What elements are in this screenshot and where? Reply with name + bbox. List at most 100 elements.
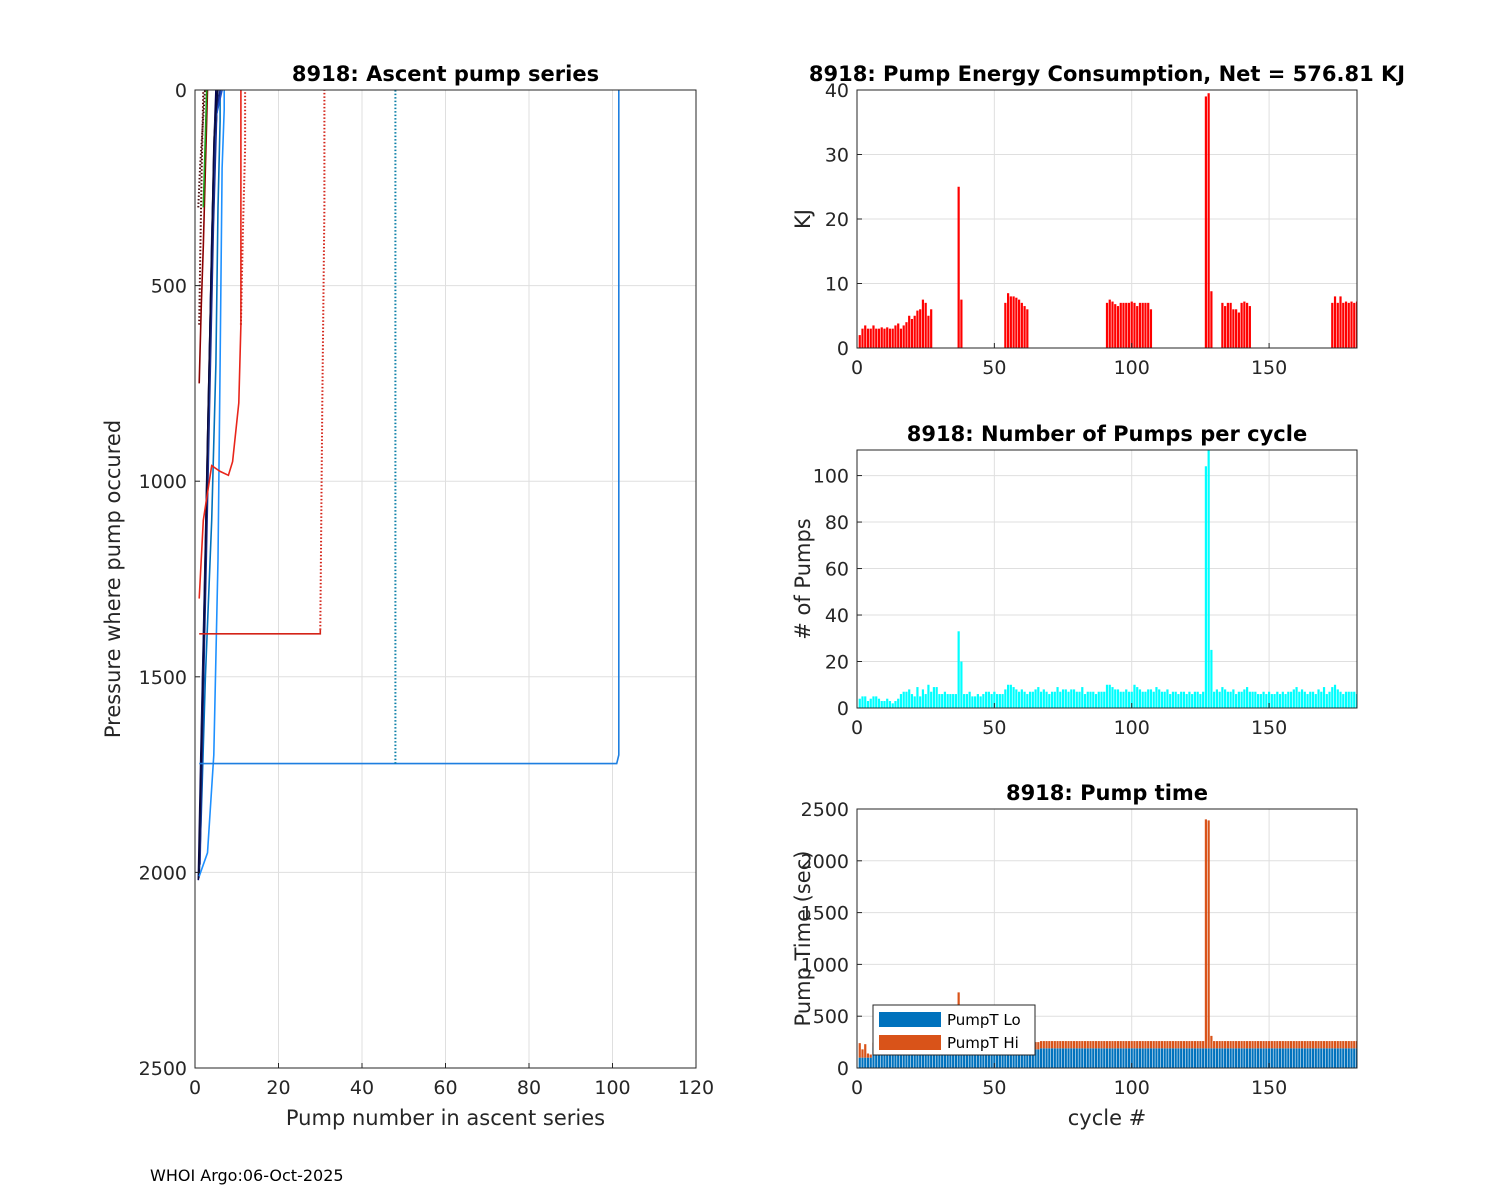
bar-pumpt-hi	[1191, 1041, 1194, 1049]
bar-pumpt-hi	[1196, 1041, 1199, 1049]
bar	[1092, 691, 1095, 708]
bar	[897, 323, 900, 348]
bar	[1158, 689, 1161, 708]
bar-pumpt-hi	[1158, 1041, 1161, 1049]
chart-title: 8918: Pump time	[1006, 781, 1208, 805]
bar	[1342, 302, 1345, 348]
bar	[1213, 691, 1216, 708]
bar-pumpt-hi	[1226, 1041, 1229, 1049]
bar-pumpt-hi	[1034, 1042, 1037, 1050]
bar	[1235, 309, 1238, 348]
bar-pumpt-lo	[1059, 1048, 1062, 1068]
bar	[1147, 689, 1150, 708]
bar-pumpt-hi	[1287, 1041, 1290, 1049]
bar-pumpt-lo	[1116, 1048, 1120, 1068]
y-tick-label: 80	[825, 512, 849, 534]
bar	[1020, 302, 1023, 348]
bar-pumpt-hi	[1122, 1041, 1125, 1049]
bar	[1298, 691, 1301, 708]
bar-pumpt-hi	[1053, 1041, 1056, 1049]
bar-pumpt-lo	[1333, 1048, 1337, 1068]
bar-pumpt-lo	[1278, 1048, 1282, 1068]
bar-pumpt-hi	[1213, 1041, 1216, 1049]
bar	[894, 701, 897, 708]
bar	[913, 315, 916, 348]
bar	[1009, 684, 1012, 708]
bar-pumpt-hi	[866, 1053, 870, 1058]
bar-pumpt-hi	[1262, 1041, 1265, 1049]
bar-pumpt-hi	[1355, 1041, 1357, 1049]
bar-pumpt-lo	[1344, 1048, 1348, 1068]
bar	[1141, 302, 1144, 348]
bar	[987, 691, 990, 708]
bar-pumpt-hi	[1182, 1041, 1186, 1049]
bar	[1317, 689, 1320, 708]
bar	[1116, 306, 1120, 348]
bar	[957, 186, 960, 348]
bar-pumpt-lo	[1166, 1048, 1169, 1068]
bar	[1292, 689, 1295, 708]
bar	[1081, 687, 1084, 708]
y-tick-label: 0	[837, 698, 849, 720]
bar	[1105, 684, 1109, 708]
bar-pumpt-lo	[1298, 1048, 1301, 1068]
bar	[1119, 302, 1122, 348]
bar	[1237, 312, 1240, 348]
bar	[1246, 302, 1249, 348]
bar-pumpt-lo	[1226, 1048, 1229, 1068]
y-axis-label: Pressure where pump occured	[101, 420, 125, 738]
bar-pumpt-hi	[1039, 1041, 1043, 1049]
y-tick-label: 10	[825, 274, 849, 296]
chart-title: 8918: Pump Energy Consumption, Net = 576…	[809, 62, 1405, 86]
bar	[971, 696, 974, 708]
bar-pumpt-lo	[954, 1047, 957, 1068]
bar-pumpt-lo	[1265, 1048, 1268, 1068]
bar-pumpt-hi	[1278, 1041, 1282, 1049]
bar-pumpt-hi	[1320, 1041, 1323, 1049]
y-tick-label: 100	[813, 466, 849, 488]
bar	[905, 322, 908, 348]
bar	[1254, 691, 1257, 708]
bar	[1243, 301, 1246, 348]
bar	[941, 694, 944, 708]
y-axis-label: Pump Time (sec)	[791, 851, 815, 1027]
bar	[1204, 96, 1207, 348]
bar-pumpt-hi	[1207, 820, 1210, 1049]
bar-pumpt-hi	[1292, 1041, 1295, 1049]
bar-pumpt-lo	[1331, 1048, 1334, 1068]
bar	[1336, 689, 1339, 708]
bar-pumpt-lo	[965, 1048, 968, 1068]
bar-pumpt-lo	[1111, 1048, 1114, 1068]
bar	[1273, 694, 1276, 708]
bar	[880, 327, 883, 348]
bar	[1007, 293, 1010, 348]
bar-pumpt-hi	[1270, 1041, 1273, 1049]
bar-pumpt-lo	[1020, 1049, 1023, 1068]
bar-pumpt-lo	[1067, 1048, 1070, 1068]
bar-pumpt-lo	[1034, 1049, 1037, 1068]
bar	[1017, 299, 1021, 348]
bar	[1177, 694, 1180, 708]
bar-pumpt-lo	[1004, 1048, 1007, 1068]
bar	[1237, 691, 1240, 708]
bar-pumpt-lo	[1240, 1048, 1243, 1068]
bar	[954, 694, 957, 708]
bar	[1355, 694, 1357, 708]
bar	[1133, 302, 1136, 348]
x-tick-label: 50	[982, 717, 1006, 739]
bar	[1111, 301, 1114, 348]
y-tick-label: 2000	[139, 862, 187, 884]
bar-pumpt-hi	[1289, 1041, 1293, 1049]
bar	[869, 328, 872, 348]
axes-frame	[856, 808, 1358, 1069]
bar-pumpt-hi	[1333, 1041, 1337, 1049]
bar	[872, 696, 875, 708]
bar-pumpt-lo	[1064, 1048, 1067, 1068]
bar	[1130, 691, 1133, 708]
bar-pumpt-lo	[1108, 1048, 1111, 1068]
bar-pumpt-lo	[1311, 1048, 1315, 1068]
bar	[974, 696, 977, 708]
bar	[1221, 302, 1224, 348]
bar	[1300, 689, 1304, 708]
bar-pumpt-lo	[858, 1057, 861, 1068]
